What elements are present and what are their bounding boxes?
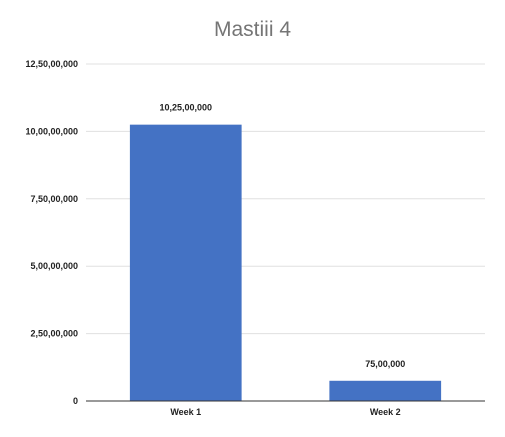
x-tick-label: Week 2 — [370, 407, 401, 417]
chart-title: Mastiii 4 — [213, 18, 292, 41]
y-tick-label: 7,50,00,000 — [30, 194, 78, 204]
bar — [329, 380, 442, 401]
y-tick-label: 0 — [73, 396, 78, 406]
y-tick-label: 2,50,00,000 — [30, 329, 78, 339]
y-tick-label: 5,00,00,000 — [30, 261, 78, 271]
data-label: 10,25,00,000 — [159, 103, 212, 113]
y-tick-label: 10,00,00,000 — [25, 126, 78, 136]
bar — [129, 124, 242, 401]
y-tick-label: 12,50,00,000 — [25, 59, 78, 69]
data-label: 75,00,000 — [365, 359, 405, 369]
x-tick-label: Week 1 — [170, 407, 201, 417]
